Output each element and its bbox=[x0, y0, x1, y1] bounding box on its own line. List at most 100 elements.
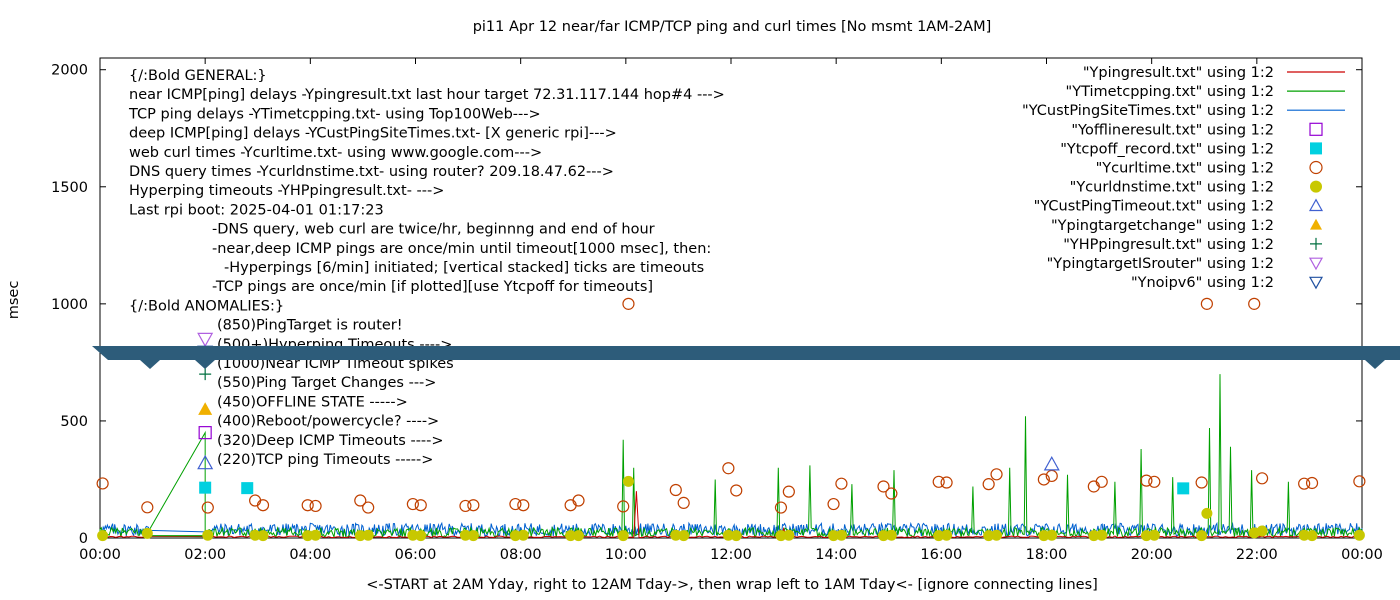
legend-swatch bbox=[1309, 160, 1323, 175]
curl-time-point bbox=[1195, 476, 1208, 489]
x-tick-label: 14:00 bbox=[815, 547, 857, 563]
dns-time-point bbox=[1201, 507, 1213, 519]
annotation-line: (220)TCP ping Timeouts -----> bbox=[217, 452, 433, 468]
dns-time-point bbox=[302, 530, 314, 542]
legend-label: "Ycurldnstime.txt" using 1:2 bbox=[1070, 180, 1274, 196]
router-target-point bbox=[197, 332, 214, 348]
y-axis-label: msec bbox=[6, 281, 22, 320]
dns-time-point bbox=[828, 530, 840, 542]
x-tick-label: 18:00 bbox=[1026, 547, 1068, 563]
legend-swatch bbox=[1310, 180, 1322, 193]
curl-time-point bbox=[564, 499, 577, 512]
legend-label: "Ypingresult.txt" using 1:2 bbox=[1083, 65, 1274, 81]
annotation-line: (450)OFFLINE STATE -----> bbox=[217, 394, 408, 410]
dns-time-point bbox=[407, 529, 419, 541]
dns-time-point bbox=[775, 530, 787, 542]
annotation-line: -TCP pings are once/min [if plotted][use… bbox=[212, 279, 653, 295]
curl-time-point bbox=[877, 480, 890, 493]
curl-time-point bbox=[1087, 480, 1100, 493]
dns-time-point bbox=[257, 530, 269, 542]
axis-break-notch bbox=[140, 360, 160, 370]
dns-time-point bbox=[1353, 529, 1365, 541]
curl-time-point bbox=[774, 501, 788, 514]
dns-time-point bbox=[354, 530, 366, 542]
dns-time-point bbox=[249, 529, 261, 541]
dns-time-point bbox=[933, 530, 945, 542]
legend-label: "Ypingtargetchange" using 1:2 bbox=[1051, 218, 1274, 234]
dns-time-point bbox=[1046, 529, 1058, 541]
curl-time-point bbox=[827, 497, 840, 511]
curl-time-point bbox=[354, 494, 367, 507]
curl-time-point bbox=[730, 484, 743, 497]
annotation-line: Hyperping timeouts -YHPpingresult.txt- -… bbox=[129, 183, 444, 199]
dns-time-point bbox=[722, 529, 734, 541]
x-tick-label: 00:00 bbox=[79, 547, 121, 563]
series-gap-spike bbox=[146, 430, 206, 534]
tcp-off-point bbox=[1177, 482, 1190, 495]
y-tick-label: 1000 bbox=[51, 297, 88, 313]
hyperping-point bbox=[199, 368, 212, 381]
curl-time-point bbox=[932, 475, 945, 488]
y-tick-label: 0 bbox=[79, 531, 88, 547]
dns-time-point bbox=[459, 529, 471, 541]
curl-time-point bbox=[459, 499, 472, 513]
curl-time-point bbox=[885, 487, 898, 500]
dns-time-point bbox=[983, 530, 995, 542]
target-change-point bbox=[198, 402, 213, 415]
x-tick-label: 08:00 bbox=[500, 547, 542, 563]
legend-label: "Ycurltime.txt" using 1:2 bbox=[1096, 161, 1274, 177]
dns-time-point bbox=[622, 475, 634, 487]
annotation-line: (320)Deep ICMP Timeouts ----> bbox=[217, 433, 444, 449]
dns-time-point bbox=[1148, 529, 1160, 541]
curl-time-point bbox=[414, 499, 427, 512]
curl-time-point bbox=[1140, 474, 1153, 487]
legend-swatch bbox=[1308, 257, 1324, 271]
dns-time-point bbox=[678, 530, 690, 542]
curl-time-point bbox=[722, 462, 735, 475]
curl-time-point bbox=[1148, 475, 1161, 488]
curl-time-point bbox=[1255, 472, 1269, 485]
dns-time-point bbox=[835, 529, 847, 541]
curl-time-point bbox=[201, 501, 214, 514]
dns-time-point bbox=[565, 530, 577, 542]
x-tick-label: 20:00 bbox=[1131, 547, 1173, 563]
dns-time-point bbox=[783, 529, 795, 541]
dns-time-point bbox=[730, 530, 742, 542]
curl-time-point bbox=[362, 501, 375, 514]
annotation-line: -near,deep ICMP pings are once/min until… bbox=[212, 241, 711, 257]
annotation-line: (400)Reboot/powercycle? ----> bbox=[217, 414, 439, 430]
tcp-off-point bbox=[199, 481, 212, 494]
curl-time-point bbox=[1353, 475, 1366, 488]
x-tick-label: 02:00 bbox=[184, 547, 226, 563]
curl-time-point bbox=[467, 499, 480, 512]
legend-label: "Ytcpoff_record.txt" using 1:2 bbox=[1060, 141, 1274, 157]
curl-time-point bbox=[622, 297, 635, 310]
legend-swatch bbox=[1310, 142, 1322, 155]
curl-time-point bbox=[406, 497, 419, 511]
curl-time-point bbox=[96, 477, 109, 490]
annotation-line: DNS query times -Ycurldnstime.txt- using… bbox=[129, 164, 614, 180]
x-tick-label: 12:00 bbox=[710, 547, 752, 563]
curl-time-point bbox=[1095, 475, 1108, 488]
curl-time-point bbox=[256, 499, 270, 512]
dns-time-point bbox=[1256, 525, 1268, 537]
axis-break-notch bbox=[1365, 360, 1385, 370]
series-deep-icmp bbox=[99, 521, 1363, 538]
dns-time-point bbox=[885, 529, 897, 541]
dns-time-point bbox=[1298, 529, 1310, 541]
dns-time-point bbox=[573, 530, 585, 542]
x-axis-label: <-START at 2AM Yday, right to 12AM Tday-… bbox=[366, 577, 1098, 593]
dns-time-point bbox=[617, 530, 629, 542]
legend-label: "YTimetcpping.txt" using 1:2 bbox=[1066, 84, 1274, 100]
curl-time-point bbox=[617, 500, 630, 513]
x-tick-label: 04:00 bbox=[289, 547, 331, 563]
plot-area: 00:00 02:00 04:00 06:00 08:00 10:00 12:00 14:00… bbox=[51, 57, 1400, 563]
curl-time-point bbox=[1037, 473, 1050, 486]
curl-time-point bbox=[1045, 469, 1058, 483]
legend-label: "Ynoipv6" using 1:2 bbox=[1131, 275, 1274, 291]
legend-label: "YCustPingTimeout.txt" using 1:2 bbox=[1034, 199, 1274, 215]
dns-time-point bbox=[1038, 530, 1050, 542]
x-tick-label: 16:00 bbox=[920, 547, 962, 563]
dns-time-point bbox=[415, 530, 427, 542]
